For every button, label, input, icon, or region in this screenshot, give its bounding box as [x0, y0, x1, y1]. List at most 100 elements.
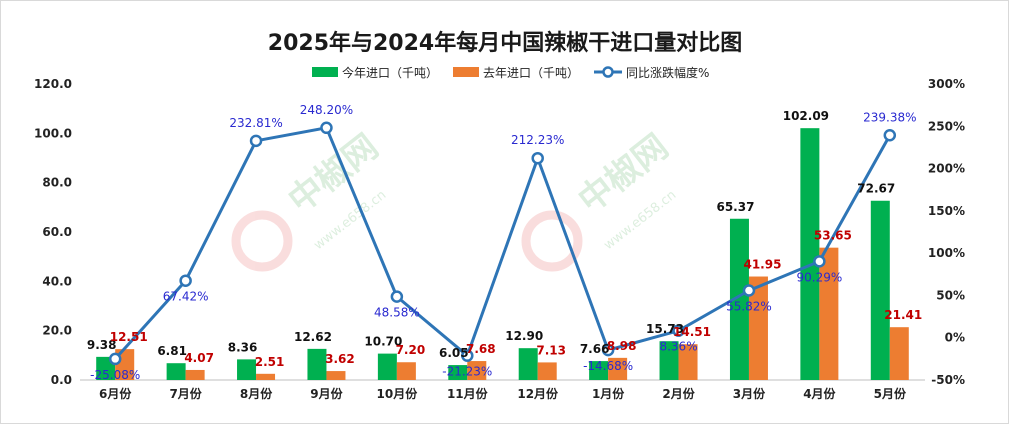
data-label-current: 9.38 [87, 338, 117, 352]
x-axis-category-label: 7月份 [169, 386, 202, 401]
y-right-tick-label: 200% [928, 162, 965, 176]
y-left-tick-label: 60.0 [42, 225, 72, 239]
data-label-current: 12.62 [294, 330, 332, 344]
data-label-current: 6.81 [157, 344, 187, 358]
y-right-tick-label: 50% [936, 288, 965, 302]
bar-previous [678, 344, 698, 380]
data-label-yoy: 212.23% [511, 133, 564, 147]
bar-current [870, 200, 890, 380]
y-left-tick-label: 100.0 [34, 126, 72, 140]
bar-previous [819, 247, 839, 380]
yoy-point [390, 290, 404, 303]
data-label-previous: 21.41 [884, 308, 922, 322]
data-label-previous: 12.51 [110, 330, 148, 344]
yoy-point [601, 343, 615, 357]
data-label-previous: 2.51 [255, 355, 285, 369]
legend-label-yoy: 同比涨跌幅度% [626, 65, 709, 80]
x-axis-category-label: 9月份 [310, 386, 343, 401]
data-label-current: 102.09 [783, 109, 829, 123]
data-label-current: 6.05 [439, 346, 469, 360]
yoy-line-group [108, 121, 897, 366]
yoy-point [531, 151, 544, 165]
legend-marker-yoy [602, 66, 614, 78]
bar-previous [256, 373, 276, 380]
data-label-previous: 7.20 [396, 343, 426, 357]
chart-title: 2025年与2024年每月中国辣椒干进口量对比图 [268, 30, 742, 56]
bar-previous [537, 362, 557, 380]
data-label-previous: 14.51 [673, 325, 711, 339]
bar-current [307, 348, 327, 380]
data-label-current: 8.36 [228, 340, 258, 354]
bar-previous [467, 361, 487, 380]
data-labels: 9.3812.516.814.078.362.5112.623.6210.707… [87, 103, 922, 382]
data-label-yoy: 8.36% [659, 340, 697, 354]
bar-current [237, 359, 257, 380]
bar-current [518, 348, 538, 380]
data-label-yoy: 239.38% [863, 110, 916, 124]
data-label-yoy: -21.23% [442, 365, 492, 379]
y-left-tick-label: 80.0 [42, 176, 72, 190]
yoy-point [249, 134, 263, 148]
y-left-tick-label: 40.0 [42, 274, 72, 288]
x-axis-category-label: 5月份 [874, 386, 907, 401]
y-axis-right: -50% 0% 50% 100% 150% 200% 250% 300% [928, 77, 965, 387]
y-right-tick-label: 0% [945, 331, 965, 345]
legend-swatch-current [312, 67, 338, 77]
x-axis-category-label: 4月份 [803, 386, 836, 401]
data-label-yoy: 248.20% [300, 103, 353, 117]
data-label-previous: 7.68 [466, 342, 496, 356]
data-label-previous: 41.95 [743, 258, 781, 272]
bar-current [729, 218, 749, 380]
data-label-yoy: 55.82% [726, 300, 772, 314]
yoy-point [179, 274, 192, 287]
data-label-previous: 4.07 [184, 351, 214, 365]
legend-label-previous: 去年进口（千吨） [483, 66, 579, 80]
data-label-yoy: 90.29% [796, 270, 842, 284]
yoy-point [672, 324, 685, 337]
data-label-previous: 3.62 [325, 352, 355, 366]
x-axis-category-label: 1月份 [592, 386, 625, 401]
bars [96, 128, 909, 380]
bar-previous [185, 369, 205, 380]
data-label-current: 15.73 [646, 322, 684, 336]
legend-label-current: 今年进口（千吨） [342, 65, 438, 80]
x-axis-category-label: 2月份 [662, 386, 695, 401]
y-right-tick-label: -50% [931, 373, 965, 387]
bar-previous [748, 276, 768, 380]
bar-current [377, 353, 397, 380]
y-left-tick-label: 0.0 [51, 373, 72, 387]
data-label-previous: 7.13 [536, 343, 566, 357]
x-axis-category-label: 8月份 [240, 386, 273, 401]
data-label-current: 65.37 [716, 200, 754, 214]
bar-current [800, 128, 820, 380]
bar-previous [889, 327, 909, 380]
y-right-tick-label: 100% [928, 246, 965, 260]
y-right-tick-label: 300% [928, 77, 965, 91]
yoy-point [813, 255, 826, 268]
yoy-series-line [114, 126, 892, 360]
bar-previous [608, 357, 628, 380]
bar-current [448, 365, 468, 380]
x-axis-categories: 6月份 7月份 8月份 9月份 10月份 11月份 12月份 1月份 2月份 3月份 4月份 5月份 [99, 386, 907, 401]
bar-current [166, 363, 186, 380]
data-label-yoy: 232.81% [229, 116, 282, 130]
y-right-tick-label: 250% [928, 119, 965, 133]
yoy-point [742, 284, 756, 297]
y-left-tick-label: 20.0 [42, 324, 72, 338]
bar-current [589, 361, 609, 380]
data-label-yoy: 48.58% [374, 306, 420, 320]
bar-current [659, 341, 679, 380]
yoy-point [461, 349, 474, 362]
data-label-current: 7.66 [580, 342, 610, 356]
legend: 今年进口（千吨） 去年进口（千吨） 同比涨跌幅度% [312, 65, 709, 80]
data-label-yoy: 67.42% [163, 290, 209, 304]
x-axis-category-label: 11月份 [447, 386, 489, 401]
x-axis-category-label: 3月份 [733, 386, 766, 401]
y-left-tick-label: 120.0 [34, 77, 72, 91]
bar-previous [326, 371, 346, 380]
data-label-current: 10.70 [364, 335, 402, 349]
data-label-yoy: -14.68% [583, 359, 633, 373]
